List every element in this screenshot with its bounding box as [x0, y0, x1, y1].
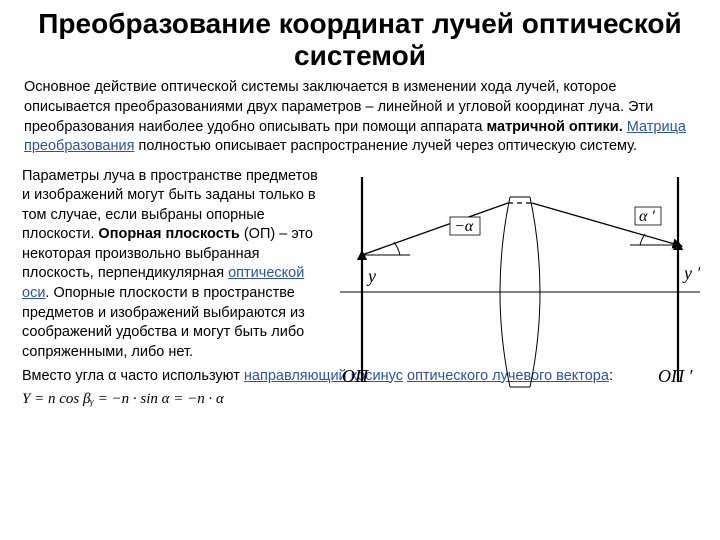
intro-paragraph: Основное действие оптической системы зак… — [24, 78, 696, 156]
intro-bold: матричной оптики. — [486, 119, 622, 135]
slide-title: Преобразование координат лучей оптическо… — [22, 8, 698, 72]
label-OP-right: ОП ′ — [658, 366, 693, 386]
label-neg-alpha: −α — [454, 218, 474, 235]
left-d: . Опорные плоскости в пространстве предм… — [22, 285, 305, 360]
angle-arc-right — [640, 234, 645, 245]
label-alpha-prime: α ′ — [639, 208, 655, 225]
slide-root: Преобразование координат лучей оптическо… — [0, 0, 720, 540]
label-OP-left: ОП — [342, 366, 369, 386]
diagram-svg: y y ′ −α α ′ ОП ОП ′ — [340, 167, 700, 397]
left-column: Параметры луча в пространстве предметов … — [22, 167, 322, 363]
ray-in — [362, 203, 508, 255]
left-bold: Опорная плоскость — [98, 226, 239, 242]
label-y-left: y — [366, 266, 376, 286]
foot-a: Вместо угла α часто используют — [22, 368, 244, 384]
angle-arc-left — [394, 242, 400, 255]
label-y-right: y ′ — [682, 263, 700, 283]
intro-text-b: полностью описывает распространение луче… — [134, 138, 637, 154]
mid-row: Параметры луча в пространстве предметов … — [22, 167, 698, 397]
optics-diagram: y y ′ −α α ′ ОП ОП ′ — [340, 167, 700, 397]
